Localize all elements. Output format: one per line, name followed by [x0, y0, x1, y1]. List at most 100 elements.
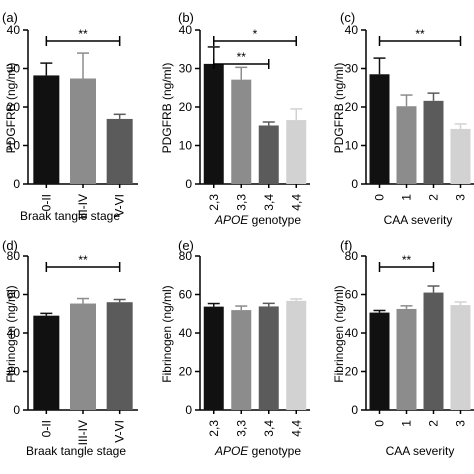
bar — [70, 78, 96, 184]
y-tick-label: 20 — [179, 365, 193, 379]
bar — [396, 106, 417, 184]
bar — [231, 310, 252, 410]
x-tick-label: 2 — [427, 194, 441, 201]
y-tick-label: 30 — [7, 62, 21, 76]
significance-label: ** — [78, 27, 88, 41]
x-axis-label-gene: APOE — [214, 213, 249, 227]
bar — [203, 63, 224, 184]
y-tick-label: 10 — [179, 139, 193, 153]
x-tick-label: 4,4 — [289, 194, 303, 211]
x-axis-label-gene: APOE — [214, 444, 249, 458]
bar — [286, 120, 307, 184]
y-tick-label: 30 — [179, 62, 193, 76]
x-tick-label: 3 — [454, 194, 468, 201]
x-axis-label: CAA severity — [386, 444, 455, 458]
y-tick-label: 60 — [179, 288, 193, 302]
bar — [286, 300, 307, 410]
chart-panel-3: (c) 0 10 20 30 40 PDGFRB (ng/ml) 0 1 2 3 CAA severi… — [332, 10, 474, 227]
x-tick-label: 2 — [427, 420, 441, 427]
y-tick-label: 80 — [345, 249, 359, 263]
x-tick-label: 0 — [373, 420, 387, 427]
bar — [70, 303, 96, 410]
significance-label: ** — [237, 50, 247, 64]
y-tick-label: 20 — [179, 100, 193, 114]
x-tick-label: 4,4 — [289, 420, 303, 437]
bar — [450, 128, 471, 184]
bar — [450, 305, 471, 410]
bar — [106, 302, 133, 410]
bar — [258, 125, 279, 184]
bar — [369, 74, 390, 184]
y-tick-label: 0 — [13, 403, 20, 417]
x-tick-label: 0 — [373, 194, 387, 201]
significance-label: ** — [78, 253, 88, 267]
y-tick-label: 40 — [345, 326, 359, 340]
y-tick-label: 20 — [345, 365, 359, 379]
x-axis-label: Braak tangle stage — [20, 209, 120, 223]
y-tick-label: 0 — [185, 403, 192, 417]
x-tick-label: 0-II — [39, 420, 53, 437]
bar — [369, 312, 390, 410]
x-tick-label: V-VI — [113, 194, 127, 217]
y-tick-label: 60 — [7, 288, 21, 302]
x-tick-label: 1 — [400, 194, 414, 201]
y-tick-label: 40 — [345, 23, 359, 37]
significance-label: * — [253, 27, 258, 41]
y-tick-label: 10 — [7, 139, 21, 153]
x-tick-label: 2,3 — [207, 420, 221, 437]
bar — [231, 79, 252, 184]
x-tick-label: 3,4 — [262, 194, 276, 211]
y-tick-label: 60 — [345, 288, 359, 302]
x-tick-label: V-VI — [113, 420, 127, 443]
x-tick-label: 1 — [400, 420, 414, 427]
y-axis-label: Fibrinogen (ng/ml) — [332, 285, 346, 382]
panel-label: (a) — [2, 10, 18, 25]
bar — [396, 308, 417, 410]
bar — [423, 100, 444, 184]
y-axis-label: Fibrinogen (ng/ml) — [160, 285, 174, 382]
y-axis-label: PDGFRB (ng/ml) — [160, 63, 174, 154]
x-axis-label: Braak tangle stage — [26, 444, 126, 458]
x-axis-label: CAA severity — [384, 213, 453, 227]
y-tick-label: 0 — [185, 177, 192, 191]
x-tick-label: 0-II — [39, 194, 53, 211]
x-tick-label: III-IV — [76, 194, 90, 219]
y-axis-label: PDGFRB (ng/ml) — [4, 63, 18, 154]
x-tick-label: 3,4 — [262, 420, 276, 437]
panel-label: (b) — [178, 10, 194, 25]
panel-label: (e) — [178, 238, 194, 253]
y-tick-label: 0 — [351, 177, 358, 191]
y-tick-label: 0 — [351, 403, 358, 417]
bar — [423, 292, 444, 410]
chart-panel-5: (e) 0 20 40 60 80 Fibrinogen (ng/ml) 2,3 3,3 3,4 4… — [160, 238, 310, 458]
y-axis-label: PDGFRB (ng/ml) — [332, 63, 346, 154]
x-tick-label: 3,3 — [234, 194, 248, 211]
bar — [33, 315, 60, 410]
panel-label: (f) — [340, 238, 352, 253]
x-tick-label: 2,3 — [207, 194, 221, 211]
significance-label: ** — [415, 27, 425, 41]
x-axis-label: APOE genotype — [214, 213, 301, 227]
chart-panel-1: (a) 0 10 20 30 40 PDGFRB (ng/ml) 0-II III-IV V-VI… — [2, 10, 138, 223]
chart-panel-6: (f) 0 20 40 60 80 Fibrinogen (ng/ml) 0 1 2 3 CAA se… — [332, 238, 474, 458]
y-tick-label: 40 — [179, 23, 193, 37]
chart-panel-4: (d) 0 20 40 60 80 Fibrinogen (ng/ml) 0-II III-IV… — [2, 238, 138, 458]
y-tick-label: 40 — [7, 23, 21, 37]
panel-label: (c) — [340, 10, 355, 25]
bar — [258, 306, 279, 410]
bar — [203, 306, 224, 410]
x-axis-label-rest: genotype — [248, 213, 301, 227]
x-tick-label: 3,3 — [234, 420, 248, 437]
y-tick-label: 30 — [345, 62, 359, 76]
y-tick-label: 20 — [7, 100, 21, 114]
y-tick-label: 20 — [7, 365, 21, 379]
x-tick-label: III-IV — [76, 420, 90, 445]
y-tick-label: 40 — [7, 326, 21, 340]
bar — [33, 75, 60, 184]
x-axis-label: APOE genotype — [214, 444, 301, 458]
y-tick-label: 80 — [179, 249, 193, 263]
panel-label: (d) — [2, 238, 18, 253]
y-tick-label: 10 — [345, 139, 359, 153]
y-axis-label: Fibrinogen (ng/ml) — [4, 285, 18, 382]
